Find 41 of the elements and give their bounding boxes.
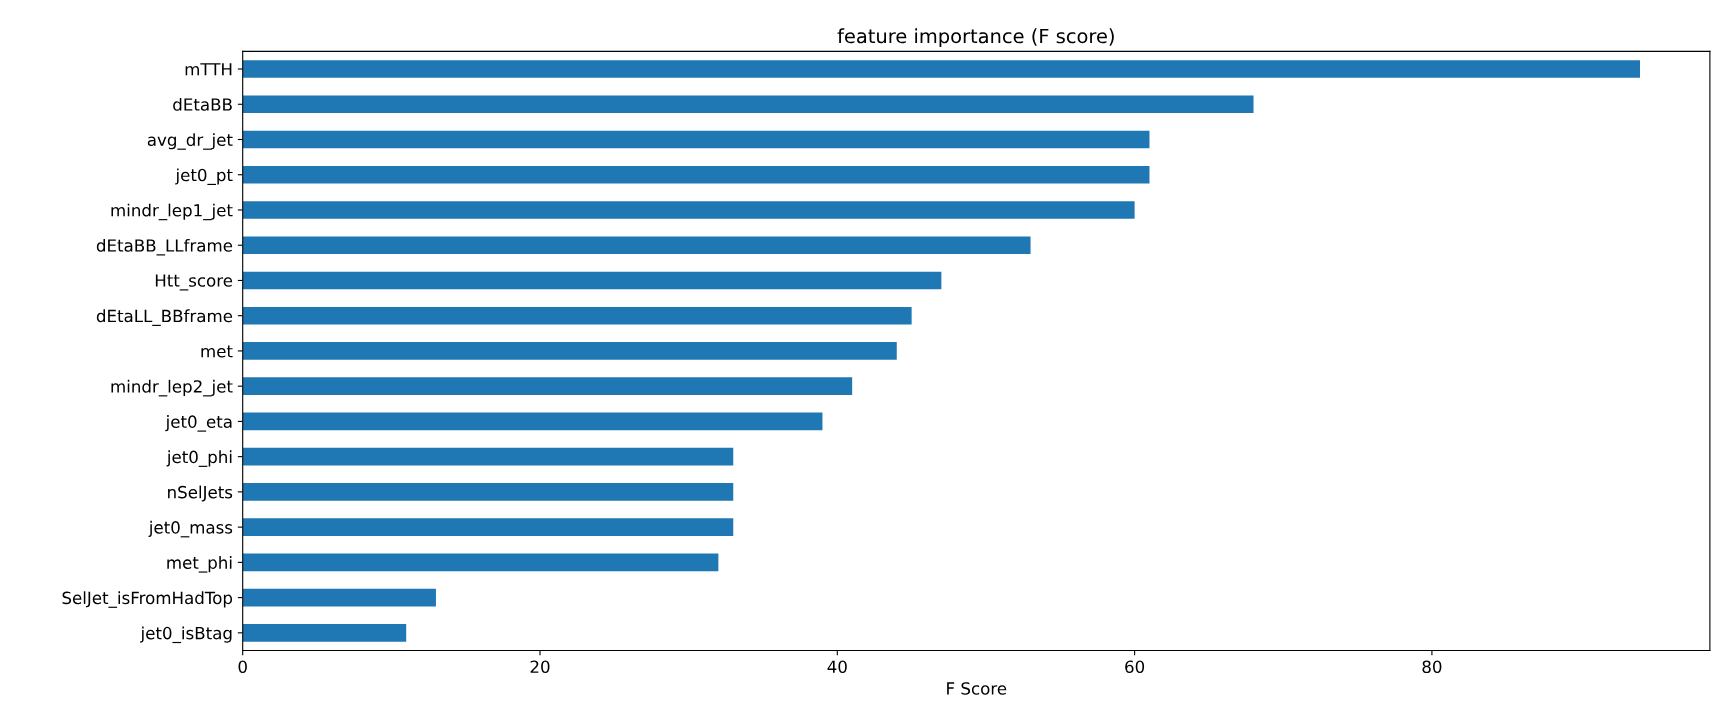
x-axis-title: F Score xyxy=(947,682,1007,695)
bar xyxy=(242,236,1031,255)
y-tick-label: jet0_mass xyxy=(148,520,233,538)
y-tick-label: avg_dr_jet xyxy=(147,133,233,150)
y-tick-label: dEtaBB_LLframe xyxy=(96,238,233,256)
bar xyxy=(242,60,1641,78)
y-tick-label: jet0_isBtag xyxy=(140,626,232,644)
y-tick-label: jet0_phi xyxy=(166,450,232,467)
y-tick-label: jet0_eta xyxy=(165,415,232,432)
bar xyxy=(242,553,719,572)
y-tick-label: met_phi xyxy=(167,556,232,573)
y-tick-label: dEtaLL_BBframe xyxy=(96,309,233,326)
bar xyxy=(242,483,734,501)
y-tick-label: nSelJets xyxy=(168,485,233,502)
bar xyxy=(242,342,897,360)
y-tick-label: jet0_pt xyxy=(175,168,233,185)
bar xyxy=(242,377,853,395)
x-tick-label: 0 xyxy=(238,660,247,674)
bar xyxy=(242,518,734,536)
bar xyxy=(242,201,1135,219)
bar xyxy=(242,447,734,466)
bar xyxy=(242,588,436,607)
y-tick-label: mTTH xyxy=(185,63,232,76)
bar xyxy=(242,271,942,290)
y-tick-label: dEtaBB xyxy=(173,97,232,111)
bar xyxy=(242,412,823,431)
chart-title: feature importance (F score) xyxy=(837,28,1114,48)
bar xyxy=(242,130,1150,149)
x-tick-label: 40 xyxy=(827,660,847,674)
y-tick-label: mindr_lep2_jet xyxy=(111,379,233,397)
x-tick-label: 80 xyxy=(1422,660,1442,674)
y-tick-label: Htt_score xyxy=(155,274,233,291)
x-tick-label: 20 xyxy=(530,660,550,674)
bar xyxy=(242,165,1150,184)
y-tick-label: SelJet_isFromHadTop xyxy=(62,591,233,608)
bar xyxy=(242,306,912,325)
bar xyxy=(242,95,1254,114)
bar xyxy=(242,624,407,642)
x-tick-label: 60 xyxy=(1125,660,1145,674)
y-tick-label: mindr_lep1_jet xyxy=(111,203,233,221)
y-tick-label: met xyxy=(201,345,233,358)
